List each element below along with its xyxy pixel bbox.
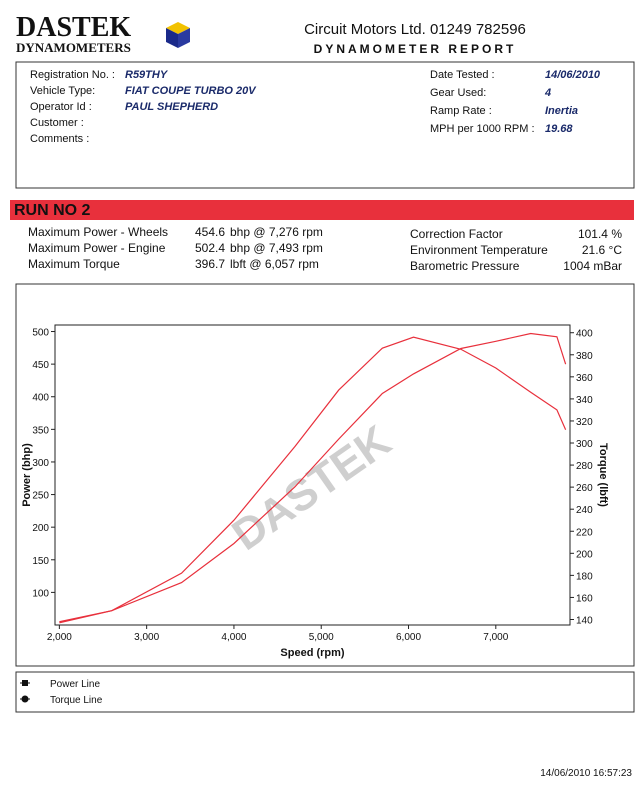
info-box (15, 61, 635, 189)
field-label: Registration No. : (30, 69, 115, 81)
y-tick-label: 250 (32, 491, 49, 502)
y-tick-label: 400 (32, 393, 49, 404)
y2-tick-label: 300 (576, 439, 593, 450)
y2-tick-label: 240 (576, 505, 593, 516)
y2-tick-label: 280 (576, 461, 593, 472)
x-tick-label: 5,000 (309, 632, 334, 643)
legend-label: Torque Line (50, 695, 103, 706)
x-axis-label: Speed (rpm) (280, 647, 345, 659)
stat-value: 101.4 % (578, 227, 622, 241)
field-label: Operator Id : (30, 101, 92, 113)
field-label: Gear Used: (430, 87, 486, 99)
series-line (59, 336, 567, 624)
series-line (59, 332, 567, 623)
stat-unit: bhp @ 7,493 rpm (230, 241, 323, 255)
stat-label: Maximum Power - Engine (28, 241, 166, 255)
field-value: 14/06/2010 (545, 69, 601, 81)
chart-box (15, 283, 635, 667)
x-tick-label: 3,000 (134, 632, 159, 643)
y2-tick-label: 200 (576, 549, 593, 560)
y2-tick-label: 320 (576, 417, 593, 428)
y2-axis-label: Torque (lbft) (597, 443, 609, 507)
logo-sub: DYNAMOMETERS (16, 40, 131, 55)
chart: DASTEK 2,000 3,000 4,000 5,000 6,000 7,000 100 1… (21, 324, 609, 659)
stat-label: Correction Factor (410, 227, 503, 241)
legend-label: Power Line (50, 679, 100, 690)
x-tick-label: 4,000 (221, 632, 246, 643)
stat-label: Maximum Torque (28, 257, 120, 271)
field-value: R59THY (125, 69, 169, 81)
y2-tick-label: 140 (576, 615, 593, 626)
timestamp: 14/06/2010 16:57:23 (540, 768, 632, 779)
y2-tick-label: 260 (576, 483, 593, 494)
company: Circuit Motors Ltd. 01249 782596 (304, 21, 526, 38)
plot-frame (54, 324, 571, 626)
legend-box (15, 671, 635, 713)
logo: DASTEK (16, 12, 131, 43)
stat-value: 502.4 (195, 241, 225, 255)
stat-unit: bhp @ 7,276 rpm (230, 225, 323, 239)
stat-label: Environment Temperature (410, 243, 548, 257)
y-tick-label: 450 (32, 360, 49, 371)
y2-tick-label: 380 (576, 351, 593, 362)
watermark: DASTEK (224, 416, 400, 560)
y-tick-label: 200 (32, 523, 49, 534)
field-label: Ramp Rate : (430, 105, 492, 117)
y-tick-label: 500 (32, 328, 49, 339)
y2-tick-label: 220 (576, 527, 593, 538)
field-value: 4 (544, 87, 551, 99)
y-axis-label: Power (bhp) (21, 443, 33, 507)
stat-label: Maximum Power - Wheels (28, 225, 168, 239)
run-bar (10, 200, 634, 220)
run-title: RUN NO 2 (14, 202, 91, 219)
y-tick-label: 350 (32, 425, 49, 436)
stat-unit: lbft @ 6,057 rpm (230, 257, 319, 271)
field-label: Comments : (30, 133, 89, 145)
stat-value: 454.6 (195, 225, 225, 239)
field-label: Customer : (30, 117, 84, 129)
field-value: FIAT COUPE TURBO 20V (125, 85, 257, 97)
x-tick-label: 6,000 (396, 632, 421, 643)
field-value: Inertia (545, 105, 578, 117)
stat-value: 1004 mBar (563, 259, 622, 273)
stat-value: 396.7 (195, 257, 225, 271)
vehicle-info: Registration No. : R59THY Vehicle Type: FIA… (30, 69, 601, 145)
y-tick-label: 300 (32, 458, 49, 469)
stat-value: 21.6 °C (582, 243, 622, 257)
y2-tick-label: 340 (576, 395, 593, 406)
y2-tick-label: 360 (576, 373, 593, 384)
x-tick-label: 7,000 (483, 632, 508, 643)
x-tick-label: 2,000 (47, 632, 72, 643)
logo-icon (166, 22, 190, 48)
stat-label: Barometric Pressure (410, 259, 520, 273)
y2-tick-label: 180 (576, 571, 593, 582)
field-value: 19.68 (545, 123, 573, 135)
run-stats: Maximum Power - Wheels 454.6 bhp @ 7,276 r… (28, 225, 622, 273)
y2-tick-label: 160 (576, 593, 593, 604)
y-tick-label: 100 (32, 588, 49, 599)
y-tick-label: 150 (32, 556, 49, 567)
field-label: Vehicle Type: (30, 85, 95, 97)
y2-tick-label: 400 (576, 329, 593, 340)
field-label: Date Tested : (430, 69, 495, 81)
field-value: PAUL SHEPHERD (125, 101, 218, 113)
report-title: DYNAMOMETER REPORT (314, 42, 517, 56)
field-label: MPH per 1000 RPM : (430, 123, 535, 135)
legend: Power Line Torque Line (20, 679, 103, 706)
